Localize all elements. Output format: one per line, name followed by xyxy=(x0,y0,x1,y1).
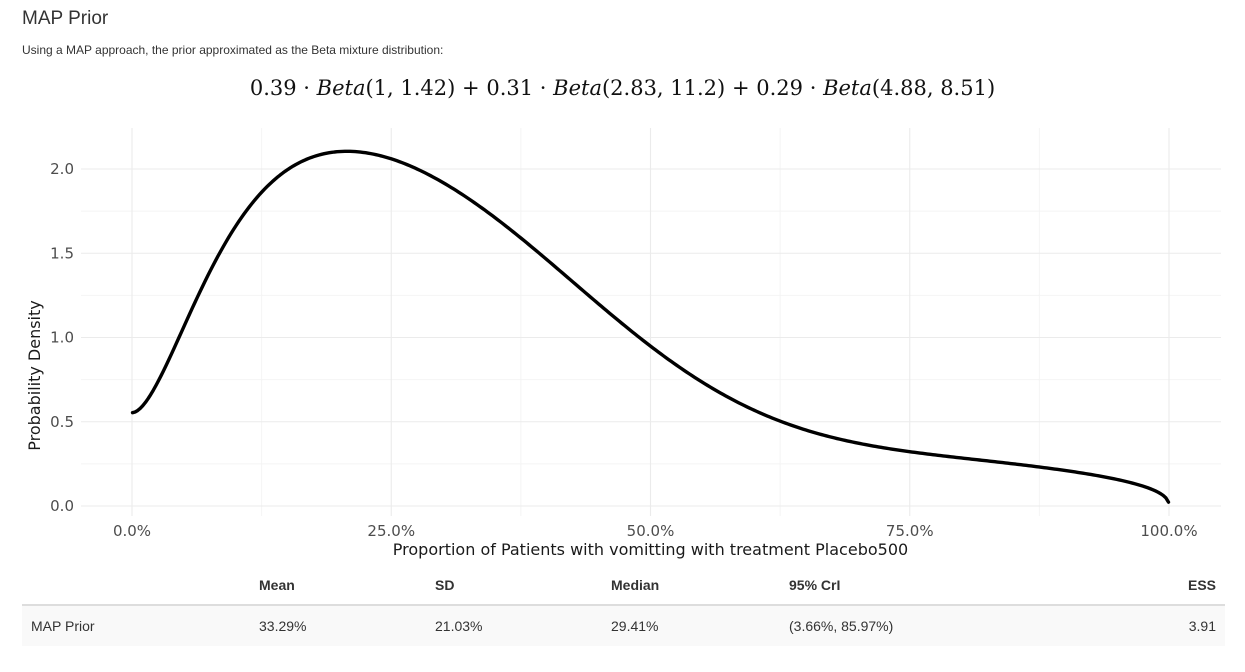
page-title: MAP Prior xyxy=(22,8,109,29)
stats-row-label: MAP Prior xyxy=(22,605,259,646)
dot-operator: · xyxy=(303,76,310,100)
mixture-params-2: (2.83, 11.2) xyxy=(601,76,726,100)
stats-median-value: 29.41% xyxy=(611,605,789,646)
dot-operator: · xyxy=(809,76,817,100)
density-chart: 0.0% 25.0% 50.0% 75.0% 100.0% 0.0 0.5 1.0 1.5 2.… xyxy=(25,128,1221,559)
y-axis-label: Probability Density xyxy=(25,300,44,451)
mixture-weight-2: 0.31 xyxy=(486,76,534,100)
grid-major xyxy=(81,128,1221,516)
density-curve xyxy=(130,149,1171,504)
y-tick-label: 0.0 xyxy=(50,497,74,515)
stats-cri-value: (3.66%, 85.97%) xyxy=(789,605,1089,646)
mixture-dist-3: Beta xyxy=(823,76,872,100)
page-subtitle: Using a MAP approach, the prior approxim… xyxy=(22,43,444,57)
beta-mixture-formula: 0.39 · Beta(1, 1.42) + 0.31 · Beta(2.83,… xyxy=(0,76,1245,100)
stats-table: Mean SD Median 95% CrI ESS MAP Prior 33.… xyxy=(22,566,1225,646)
stats-header-row: Mean SD Median 95% CrI ESS xyxy=(22,566,1225,606)
mixture-dist-1: Beta xyxy=(316,76,366,100)
stats-header-median: Median xyxy=(611,566,789,606)
stats-sd-value: 21.03% xyxy=(435,605,611,646)
stats-header-label xyxy=(22,566,259,606)
mixture-params-1: (1, 1.42) xyxy=(365,76,456,100)
x-tick-label: 50.0% xyxy=(627,522,675,540)
stats-header-cri: 95% CrI xyxy=(789,566,1089,606)
stats-ess-value: 3.91 xyxy=(1089,605,1225,646)
mixture-params-3: (4.88, 8.51) xyxy=(871,76,996,100)
stats-header-sd: SD xyxy=(435,566,611,606)
dot-operator: · xyxy=(539,76,547,100)
plus-operator: + xyxy=(731,76,750,100)
x-axis-ticks: 0.0% 25.0% 50.0% 75.0% 100.0% xyxy=(113,522,1198,540)
stats-header-mean: Mean xyxy=(259,566,435,606)
y-axis-ticks: 0.0 0.5 1.0 1.5 2.0 xyxy=(50,160,74,515)
y-tick-label: 1.0 xyxy=(50,329,74,347)
stats-header-ess: ESS xyxy=(1089,566,1225,606)
x-tick-label: 100.0% xyxy=(1140,522,1197,540)
x-tick-label: 0.0% xyxy=(113,522,151,540)
mixture-dist-2: Beta xyxy=(553,76,602,100)
mixture-weight-3: 0.29 xyxy=(756,76,803,100)
x-tick-label: 75.0% xyxy=(886,522,934,540)
y-tick-label: 0.5 xyxy=(50,413,74,431)
mixture-weight-1: 0.39 xyxy=(249,76,297,100)
x-axis-label: Proportion of Patients with vomitting wi… xyxy=(393,540,908,559)
x-tick-label: 25.0% xyxy=(367,522,415,540)
y-tick-label: 2.0 xyxy=(50,160,74,178)
table-row: MAP Prior 33.29% 21.03% 29.41% (3.66%, 8… xyxy=(22,605,1225,646)
stats-mean-value: 33.29% xyxy=(259,605,435,646)
y-tick-label: 1.5 xyxy=(50,244,74,262)
plus-operator: + xyxy=(462,76,480,100)
